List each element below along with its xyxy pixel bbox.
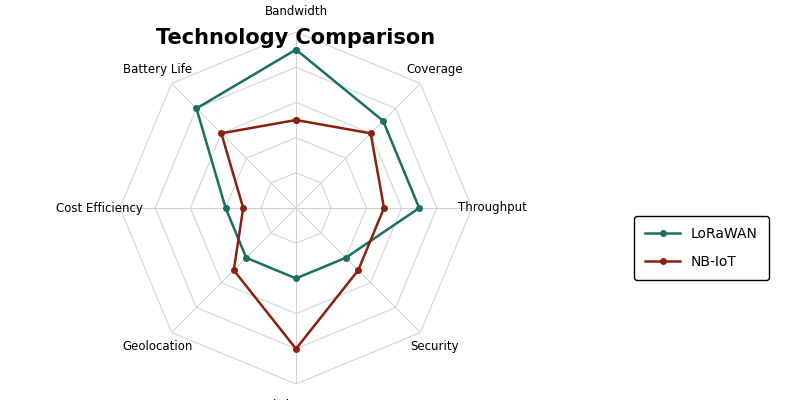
LoRaWAN: [291, 276, 301, 281]
LoRaWAN: [414, 206, 424, 210]
NB-IoT: [379, 206, 389, 210]
LoRaWAN: [378, 118, 388, 123]
Text: Technology Comparison: Technology Comparison: [157, 28, 435, 48]
NB-IoT: [291, 118, 301, 122]
NB-IoT: [366, 131, 375, 136]
NB-IoT: [238, 206, 248, 210]
Line: NB-IoT: NB-IoT: [218, 117, 386, 352]
NB-IoT: [291, 118, 301, 122]
LoRaWAN: [192, 106, 202, 111]
NB-IoT: [354, 268, 363, 273]
NB-IoT: [229, 268, 238, 273]
LoRaWAN: [291, 47, 301, 52]
LoRaWAN: [341, 255, 350, 260]
Legend: LoRaWAN, NB-IoT: LoRaWAN, NB-IoT: [634, 216, 769, 280]
LoRaWAN: [242, 255, 251, 260]
Line: LoRaWAN: LoRaWAN: [194, 47, 422, 281]
NB-IoT: [291, 346, 301, 351]
NB-IoT: [217, 131, 226, 136]
LoRaWAN: [221, 206, 230, 210]
LoRaWAN: [291, 47, 301, 52]
